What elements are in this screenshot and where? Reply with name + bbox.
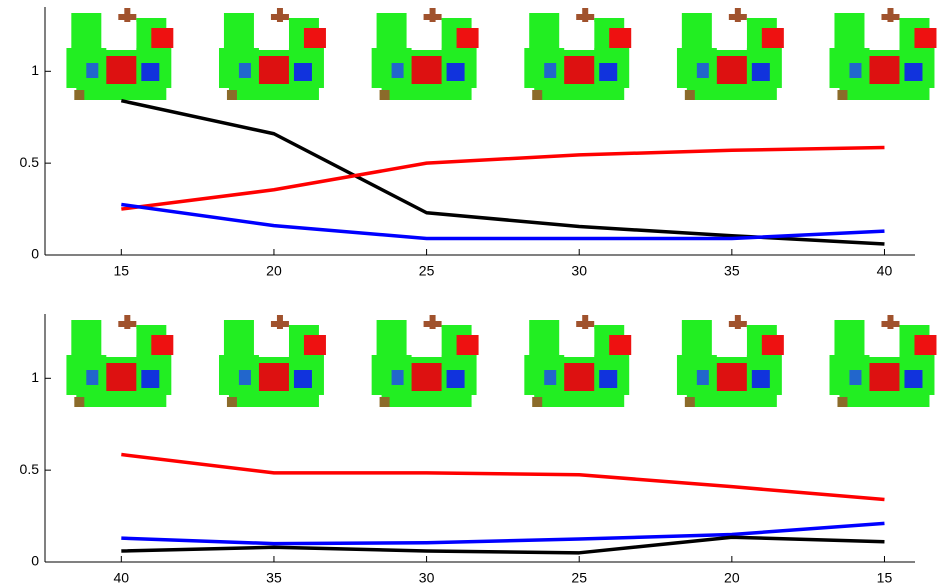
thumbnail bbox=[66, 315, 173, 407]
x-tick-label: 15 bbox=[114, 263, 130, 279]
thumbnail bbox=[372, 315, 479, 407]
x-tick-label: 35 bbox=[724, 263, 740, 279]
y-tick-label: 0 bbox=[31, 553, 39, 569]
x-tick-label: 25 bbox=[571, 570, 587, 585]
x-tick-label: 30 bbox=[571, 263, 587, 279]
thumbnail bbox=[677, 315, 784, 407]
x-tick-label: 20 bbox=[724, 570, 740, 585]
figure: 0 0.5 1 15 20 25 30 35 40 0 0.5 1 40 35 30 25 20 15 bbox=[0, 0, 952, 585]
y-tick-label: 1 bbox=[31, 62, 39, 78]
thumbnail bbox=[829, 8, 936, 100]
x-tick-label: 40 bbox=[877, 263, 893, 279]
thumbnail bbox=[524, 315, 631, 407]
thumbnail bbox=[829, 315, 936, 407]
series-line bbox=[121, 148, 884, 210]
thumbnail bbox=[66, 8, 173, 100]
x-tick-label: 20 bbox=[266, 263, 282, 279]
x-tick-label: 30 bbox=[419, 570, 435, 585]
y-tick-label: 1 bbox=[31, 369, 39, 385]
y-tick-label: 0.5 bbox=[20, 461, 40, 477]
series-line bbox=[121, 204, 884, 238]
thumbnail bbox=[677, 8, 784, 100]
y-tick-label: 0 bbox=[31, 246, 39, 262]
thumbnail bbox=[372, 8, 479, 100]
thumbnail bbox=[219, 315, 326, 407]
series-line bbox=[121, 523, 884, 543]
y-tick-label: 0.5 bbox=[20, 154, 40, 170]
thumbnail bbox=[524, 8, 631, 100]
x-tick-label: 40 bbox=[114, 570, 130, 585]
x-tick-label: 25 bbox=[419, 263, 435, 279]
x-tick-label: 15 bbox=[877, 570, 893, 585]
x-tick-label: 35 bbox=[266, 570, 282, 585]
series-line bbox=[121, 101, 884, 244]
series-line bbox=[121, 455, 884, 500]
thumbnail bbox=[219, 8, 326, 100]
